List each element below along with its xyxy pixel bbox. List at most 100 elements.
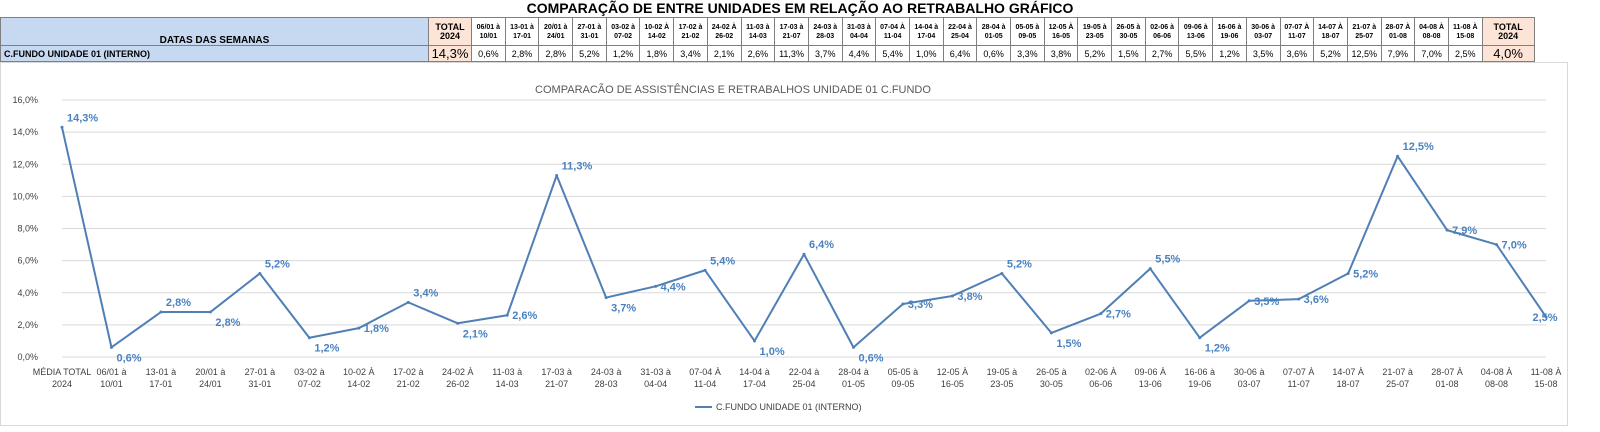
data-point bbox=[1544, 315, 1548, 319]
week-value-14[interactable]: 1,0% bbox=[908, 45, 944, 62]
data-label: 6,4% bbox=[809, 239, 834, 251]
week-header-11[interactable]: 24-03 à 28-03 bbox=[807, 17, 843, 46]
data-point bbox=[1445, 228, 1449, 232]
x-tick-label: 04-08 À 08-08 bbox=[1481, 367, 1513, 389]
chart-area[interactable] bbox=[0, 62, 1568, 426]
week-value-7[interactable]: 3,4% bbox=[673, 45, 708, 62]
week-value-16[interactable]: 0,6% bbox=[976, 45, 1011, 62]
row-label[interactable]: C.FUNDO UNIDADE 01 (INTERNO) bbox=[0, 45, 429, 62]
data-point bbox=[753, 339, 757, 343]
row-total-left[interactable]: 14,3% bbox=[428, 45, 472, 62]
x-tick-label: 11-03 à 14-03 bbox=[492, 367, 522, 389]
week-header-27[interactable]: 21-07 à 25-07 bbox=[1346, 17, 1382, 46]
week-header-16[interactable]: 28-04 à 01-05 bbox=[976, 17, 1011, 46]
week-value-12[interactable]: 4,4% bbox=[841, 45, 877, 62]
week-header-6[interactable]: 10-02 À 14-02 bbox=[639, 17, 675, 46]
week-header-19[interactable]: 19-05 à 23-05 bbox=[1077, 17, 1113, 46]
week-value-5[interactable]: 1,2% bbox=[605, 45, 641, 62]
week-header-5[interactable]: 03-02 à 07-02 bbox=[605, 17, 641, 46]
week-header-26[interactable]: 14-07 À 18-07 bbox=[1313, 17, 1348, 46]
week-value-30[interactable]: 2,5% bbox=[1447, 45, 1483, 62]
table-header-row: DATAS DAS SEMANAS TOTAL 2024 06/01 à 10/… bbox=[0, 17, 1535, 46]
week-value-19[interactable]: 5,2% bbox=[1077, 45, 1113, 62]
week-value-29[interactable]: 7,0% bbox=[1414, 45, 1449, 62]
data-label: 3,8% bbox=[957, 291, 982, 303]
data-label: 3,6% bbox=[1304, 294, 1329, 306]
x-tick-label: 11-08 À 15-08 bbox=[1531, 367, 1562, 389]
week-value-21[interactable]: 2,7% bbox=[1144, 45, 1180, 62]
week-header-12[interactable]: 31-03 à 04-04 bbox=[841, 17, 877, 46]
week-value-6[interactable]: 1,8% bbox=[639, 45, 675, 62]
week-header-3[interactable]: 20/01 à 24/01 bbox=[538, 17, 574, 46]
week-header-13[interactable]: 07-04 À 11-04 bbox=[875, 17, 910, 46]
total-header-right[interactable]: TOTAL 2024 bbox=[1481, 17, 1535, 46]
x-tick-label: 28-07 À 01-08 bbox=[1431, 367, 1463, 389]
x-tick-label: 24-02 À 26-02 bbox=[442, 367, 474, 389]
week-header-15[interactable]: 22-04 à 25-04 bbox=[942, 17, 978, 46]
week-value-2[interactable]: 2,8% bbox=[504, 45, 540, 62]
data-point bbox=[1297, 297, 1301, 301]
total-header-left[interactable]: TOTAL 2024 bbox=[428, 17, 472, 46]
week-header-30[interactable]: 11-08 À 15-08 bbox=[1447, 17, 1483, 46]
data-point bbox=[505, 313, 509, 317]
week-header-4[interactable]: 27-01 à 31-01 bbox=[572, 17, 607, 46]
week-header-8[interactable]: 24-02 À 26-02 bbox=[706, 17, 742, 46]
data-point bbox=[555, 173, 559, 177]
week-header-29[interactable]: 04-08 À 08-08 bbox=[1414, 17, 1449, 46]
data-label: 5,2% bbox=[265, 258, 290, 270]
week-value-24[interactable]: 3,5% bbox=[1245, 45, 1281, 62]
week-value-27[interactable]: 12,5% bbox=[1346, 45, 1382, 62]
week-header-18[interactable]: 12-05 À 16-05 bbox=[1043, 17, 1079, 46]
week-header-23[interactable]: 16-06 à 19-06 bbox=[1212, 17, 1247, 46]
week-header-17[interactable]: 05-05 à 09-05 bbox=[1010, 17, 1045, 46]
week-value-26[interactable]: 5,2% bbox=[1313, 45, 1348, 62]
week-value-17[interactable]: 3,3% bbox=[1010, 45, 1045, 62]
data-label: 4,4% bbox=[661, 281, 686, 293]
week-value-8[interactable]: 2,1% bbox=[706, 45, 742, 62]
week-value-10[interactable]: 11,3% bbox=[774, 45, 809, 62]
week-header-25[interactable]: 07-07 À 11-07 bbox=[1279, 17, 1315, 46]
data-label: 12,5% bbox=[1403, 141, 1434, 153]
week-value-11[interactable]: 3,7% bbox=[807, 45, 843, 62]
data-label: 2,1% bbox=[463, 328, 488, 340]
week-value-9[interactable]: 2,6% bbox=[740, 45, 776, 62]
week-header-7[interactable]: 17-02 à 21-02 bbox=[673, 17, 708, 46]
x-tick-label: 20/01 à 24/01 bbox=[195, 367, 225, 389]
week-value-28[interactable]: 7,9% bbox=[1380, 45, 1416, 62]
week-value-3[interactable]: 2,8% bbox=[538, 45, 574, 62]
week-value-22[interactable]: 5,5% bbox=[1178, 45, 1214, 62]
data-label: 1,2% bbox=[1205, 343, 1230, 355]
x-tick-label: 17-02 à 21-02 bbox=[393, 367, 424, 389]
week-header-2[interactable]: 13-01 à 17-01 bbox=[504, 17, 540, 46]
data-label: 7,9% bbox=[1452, 225, 1477, 237]
y-tick-label: 14,0% bbox=[12, 127, 38, 137]
week-header-28[interactable]: 28-07 À 01-08 bbox=[1380, 17, 1416, 46]
x-tick-label: 24-03 à 28-03 bbox=[591, 367, 622, 389]
week-header-21[interactable]: 02-06 à 06-06 bbox=[1144, 17, 1180, 46]
week-value-15[interactable]: 6,4% bbox=[942, 45, 978, 62]
week-header-1[interactable]: 06/01 à 10/01 bbox=[471, 17, 506, 46]
week-value-23[interactable]: 1,2% bbox=[1212, 45, 1247, 62]
y-tick-label: 16,0% bbox=[12, 95, 38, 105]
data-point bbox=[357, 326, 361, 330]
week-header-22[interactable]: 09-06 à 13-06 bbox=[1178, 17, 1214, 46]
week-header-9[interactable]: 11-03 à 14-03 bbox=[740, 17, 776, 46]
week-header-24[interactable]: 30-06 à 03-07 bbox=[1245, 17, 1281, 46]
row-header-label[interactable]: DATAS DAS SEMANAS bbox=[0, 17, 429, 46]
week-value-13[interactable]: 5,4% bbox=[875, 45, 910, 62]
data-point bbox=[258, 271, 262, 275]
week-value-1[interactable]: 0,6% bbox=[471, 45, 506, 62]
week-header-20[interactable]: 26-05 à 30-05 bbox=[1111, 17, 1146, 46]
data-point bbox=[1148, 267, 1152, 271]
x-tick-label: MÉDIA TOTAL 2024 bbox=[33, 367, 92, 389]
y-tick-label: 10,0% bbox=[12, 191, 38, 201]
week-value-4[interactable]: 5,2% bbox=[572, 45, 607, 62]
week-value-20[interactable]: 1,5% bbox=[1111, 45, 1146, 62]
week-header-10[interactable]: 17-03 à 21-07 bbox=[774, 17, 809, 46]
y-tick-label: 6,0% bbox=[17, 256, 38, 266]
x-tick-label: 22-04 à 25-04 bbox=[789, 367, 820, 389]
week-header-14[interactable]: 14-04 à 17-04 bbox=[908, 17, 944, 46]
week-value-25[interactable]: 3,6% bbox=[1279, 45, 1315, 62]
row-total-right[interactable]: 4,0% bbox=[1481, 45, 1535, 62]
week-value-18[interactable]: 3,8% bbox=[1043, 45, 1079, 62]
